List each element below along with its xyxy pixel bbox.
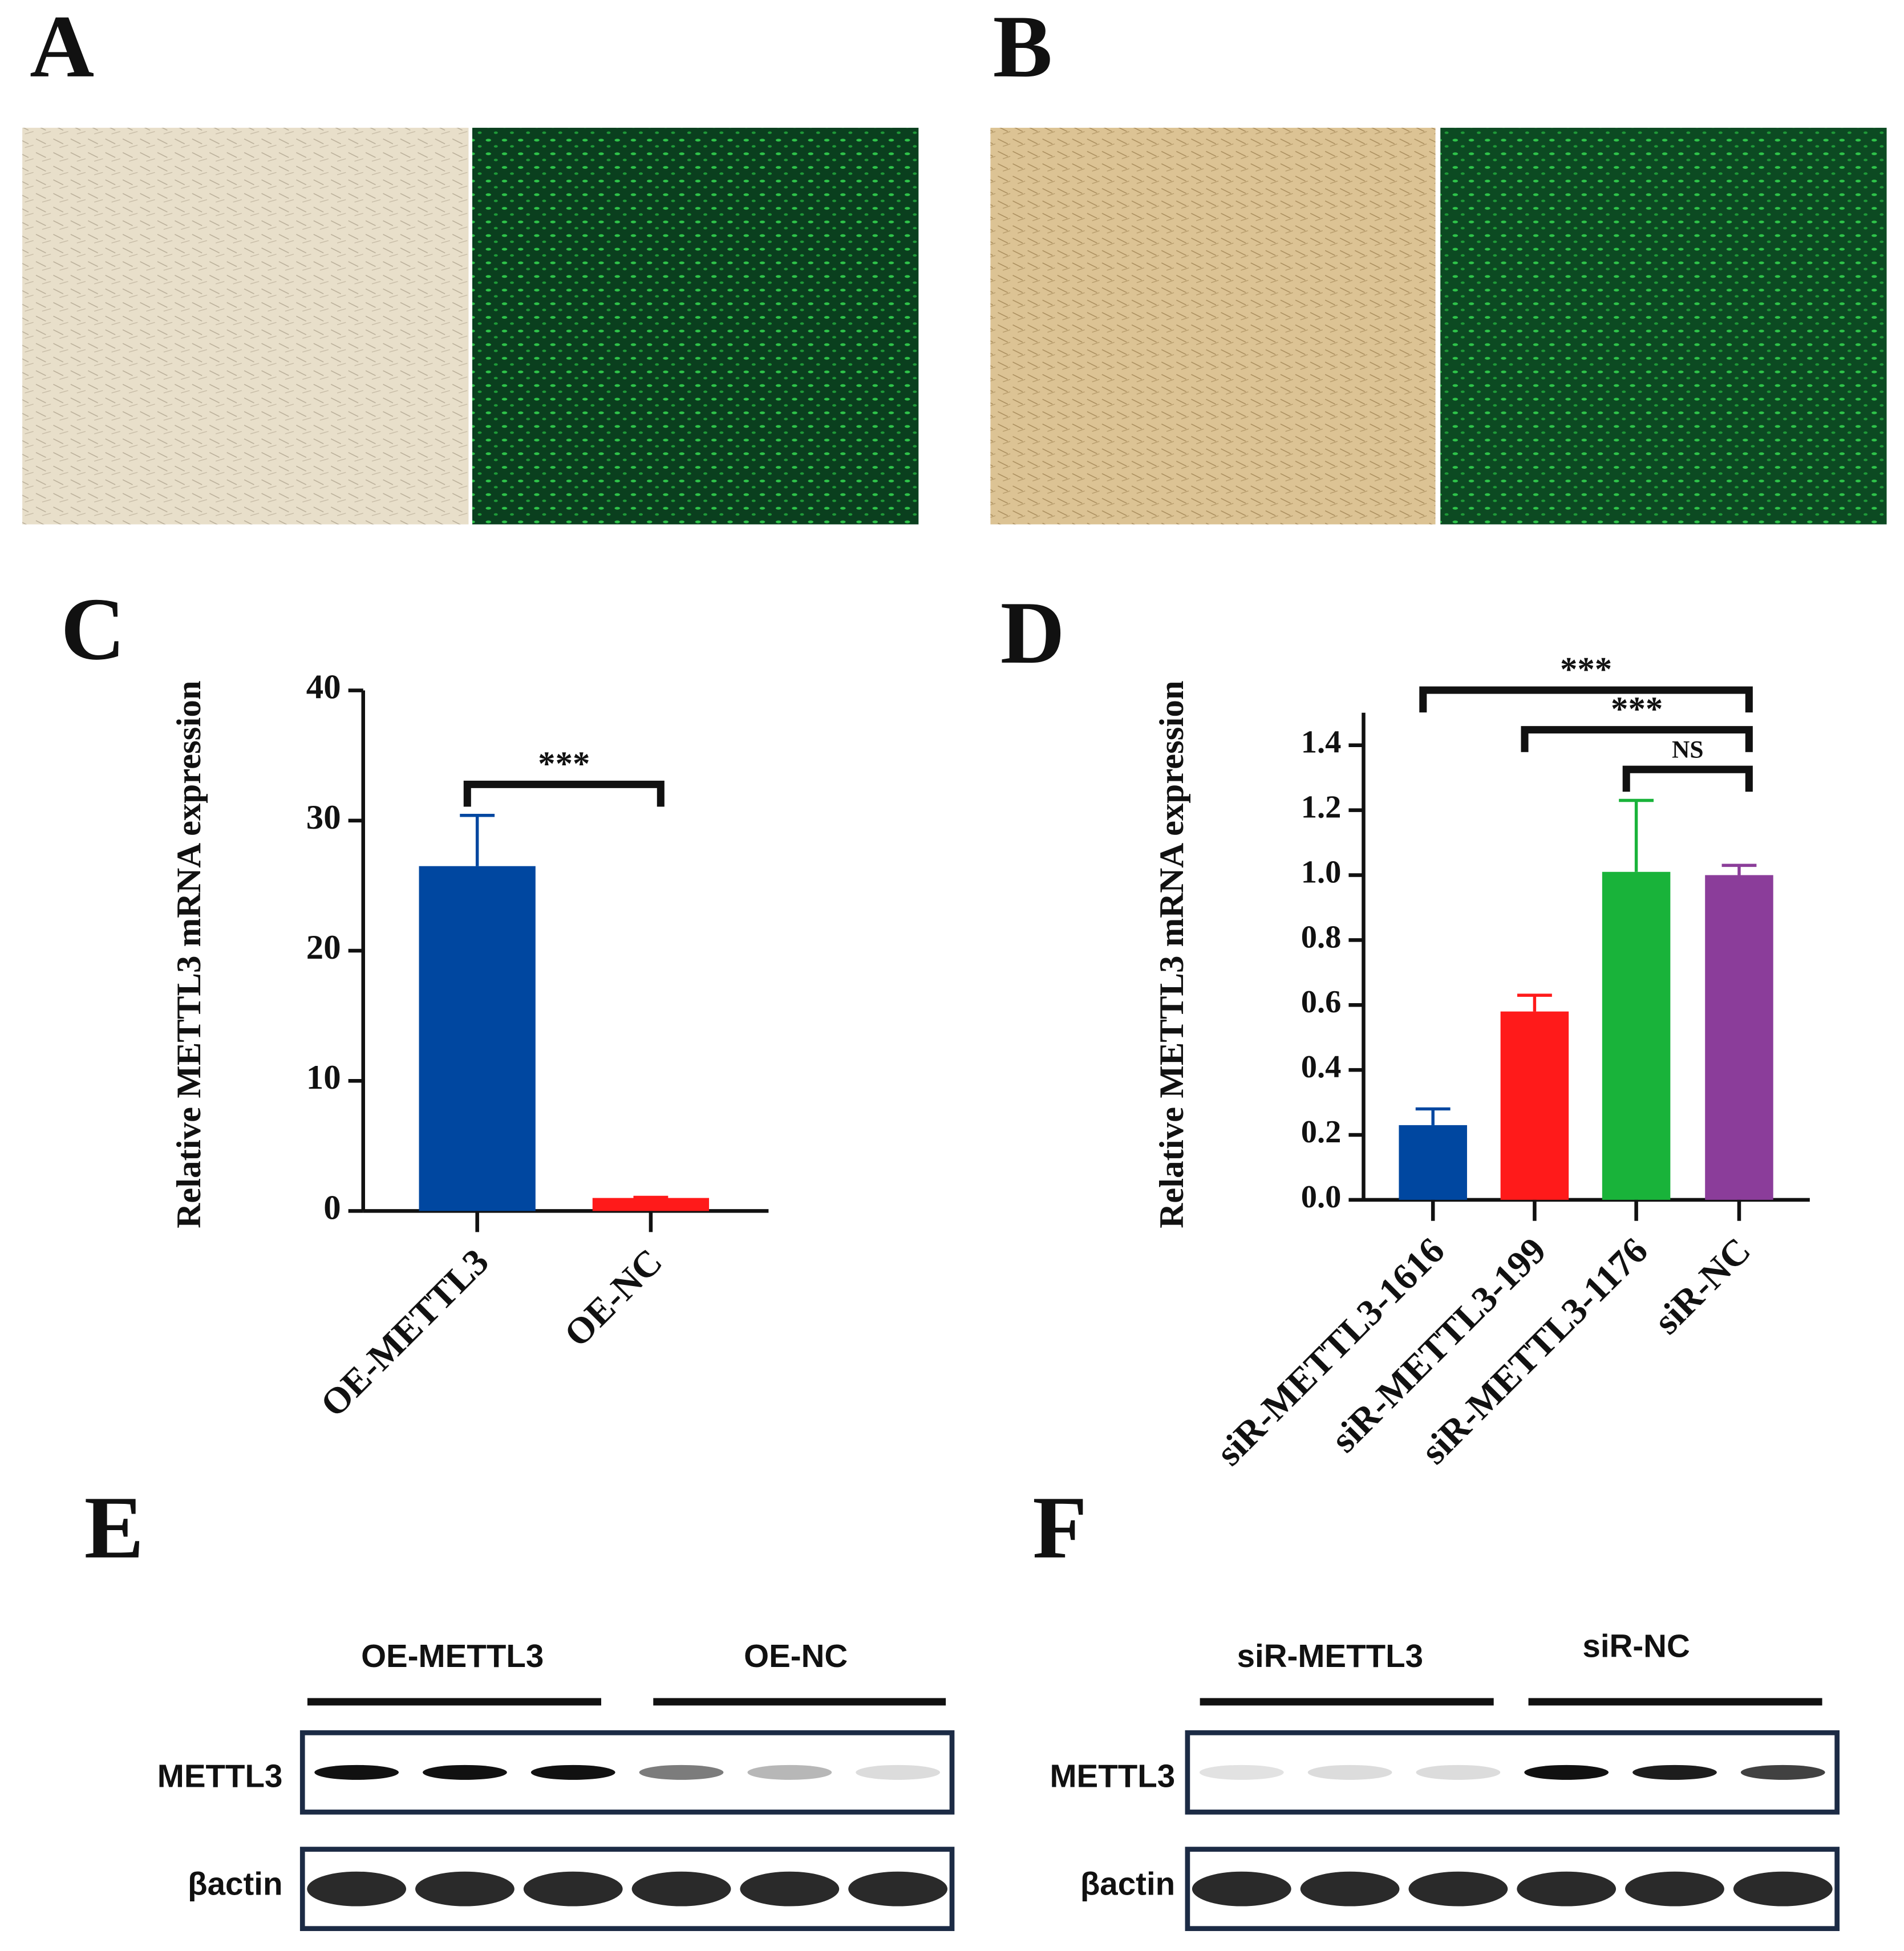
significance-bracket [1622, 765, 1753, 792]
band [1408, 1871, 1508, 1907]
y-tick-label: 0.2 [1301, 1114, 1342, 1150]
y-tick-label: 0.6 [1301, 984, 1342, 1020]
band [307, 1871, 407, 1907]
band [747, 1765, 832, 1780]
y-axis-label: Relative METTL3 mRNA expression [170, 680, 208, 1228]
bar [592, 1198, 710, 1211]
band [848, 1871, 948, 1907]
blot-group-label: OE-NC [744, 1638, 848, 1674]
blot-group-label: siR-METTL3 [1237, 1638, 1423, 1674]
bar [1602, 871, 1671, 1200]
band [1300, 1871, 1400, 1907]
band [1416, 1765, 1501, 1780]
significance-label: *** [538, 745, 590, 783]
x-tick-label: OE-METTL3 [313, 1241, 496, 1425]
significance-label: NS [1672, 736, 1704, 764]
band [1192, 1871, 1291, 1907]
blot-row-label: METTL3 [1050, 1758, 1175, 1794]
panel-label: E [84, 1478, 144, 1577]
y-tick-label: 0.0 [1301, 1179, 1342, 1215]
significance-bracket [1521, 726, 1753, 752]
y-tick-label: 1.4 [1301, 725, 1342, 760]
band [631, 1871, 731, 1907]
x-tick-label: OE-NC [557, 1241, 670, 1354]
blot-frame [1185, 1730, 1840, 1815]
band [530, 1765, 615, 1780]
y-tick-label: 0 [323, 1189, 341, 1227]
significance-bracket [1419, 686, 1753, 713]
band [1307, 1765, 1392, 1780]
band [1740, 1765, 1825, 1780]
band [1199, 1765, 1284, 1780]
bar [419, 866, 536, 1211]
significance-bracket [463, 780, 665, 807]
y-tick-label: 30 [306, 798, 341, 837]
blot-frame [1185, 1847, 1840, 1932]
bar [1705, 875, 1773, 1200]
band [856, 1765, 940, 1780]
blot-row-label: METTL3 [157, 1758, 283, 1794]
bar [1500, 1011, 1569, 1200]
panel-label: D [1000, 583, 1065, 682]
band [1625, 1871, 1724, 1907]
band [523, 1871, 623, 1907]
band [1632, 1765, 1717, 1780]
band [415, 1871, 515, 1907]
band [1524, 1765, 1609, 1780]
y-tick-label: 1.0 [1301, 854, 1342, 890]
band [740, 1871, 840, 1907]
band [423, 1765, 507, 1780]
micrographs [22, 128, 1887, 525]
panel-label: F [1032, 1478, 1087, 1577]
blot-group-label: siR-NC [1582, 1628, 1690, 1664]
y-tick-label: 1.2 [1301, 790, 1342, 825]
significance-label: *** [1611, 690, 1663, 728]
y-tick-label: 0.4 [1301, 1049, 1342, 1085]
y-axis-label: Relative METTL3 mRNA expression [1153, 680, 1191, 1228]
blot-row-label: βactin [1080, 1866, 1175, 1902]
panel-label: B [993, 0, 1052, 96]
band [314, 1765, 399, 1780]
blot-frame [299, 1730, 955, 1815]
bar [1399, 1125, 1467, 1200]
y-tick-label: 10 [306, 1058, 341, 1097]
band [639, 1765, 724, 1780]
y-tick-label: 0.8 [1301, 919, 1342, 955]
band [1517, 1871, 1617, 1907]
blot-group-label: OE-METTL3 [361, 1638, 544, 1674]
x-tick-label: siR-NC [1646, 1230, 1759, 1342]
blot-frame [299, 1847, 955, 1932]
significance-label: *** [1560, 651, 1612, 689]
band [1733, 1871, 1833, 1907]
panel-label: A [30, 0, 94, 96]
panel-label: C [60, 579, 125, 678]
blot-row-label: βactin [188, 1866, 282, 1902]
y-tick-label: 20 [306, 928, 341, 967]
y-tick-label: 40 [306, 668, 341, 707]
